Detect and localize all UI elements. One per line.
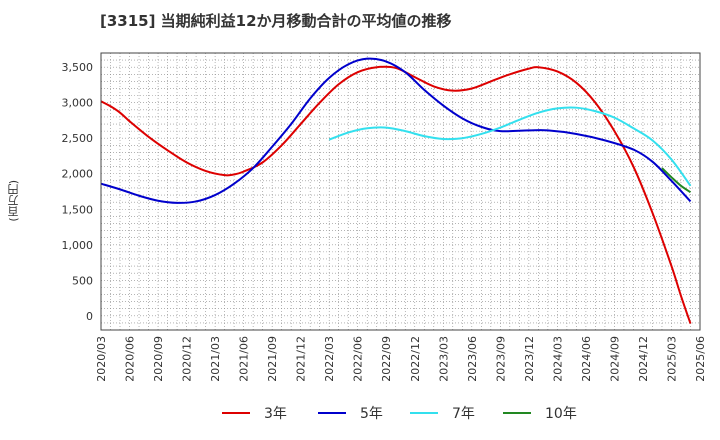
x-tick-label: 2023/12 xyxy=(523,336,536,382)
x-tick-label: 2021/09 xyxy=(266,336,279,382)
x-tick-label: 2020/03 xyxy=(95,336,108,382)
x-tick-labels: 2020/03 2020/06 2020/09 2020/12 2021/03 2021/… xyxy=(95,336,707,382)
plot-frame xyxy=(100,52,701,331)
x-tick-label: 2022/09 xyxy=(380,336,393,382)
series-line-10年 xyxy=(661,167,692,194)
series-group xyxy=(100,57,692,324)
x-tick-label: 2023/03 xyxy=(437,336,450,382)
y-tick-label: 0 xyxy=(86,310,93,323)
grid-lines xyxy=(101,53,700,330)
y-tick-label: 1,000 xyxy=(62,239,94,252)
x-tick-label: 2025/06 xyxy=(694,336,707,382)
y-tick-label: 3,500 xyxy=(62,61,94,74)
x-tick-label: 2025/03 xyxy=(665,336,678,382)
x-tick-label: 2024/09 xyxy=(608,336,621,382)
y-tick-label: 1,500 xyxy=(62,203,94,216)
y-tick-label: 3,000 xyxy=(62,97,94,110)
x-tick-label: 2024/12 xyxy=(637,336,650,382)
series-line-5年 xyxy=(100,57,692,204)
x-tick-label: 2020/12 xyxy=(181,336,194,382)
legend-label: 10年 xyxy=(545,406,577,422)
x-tick-label: 2022/12 xyxy=(409,336,422,382)
x-tick-label: 2021/12 xyxy=(295,336,308,382)
x-tick-label: 2021/06 xyxy=(238,336,251,382)
legend-label: 7年 xyxy=(452,406,475,422)
legend-label: 3年 xyxy=(264,406,287,422)
x-tick-label: 2023/09 xyxy=(494,336,507,382)
x-tick-label: 2024/03 xyxy=(551,336,564,382)
y-tick-label: 2,500 xyxy=(62,132,94,145)
x-tick-label: 2023/06 xyxy=(466,336,479,382)
x-tick-label: 2022/03 xyxy=(323,336,336,382)
x-tick-label: 2022/06 xyxy=(352,336,365,382)
x-tick-label: 2021/03 xyxy=(209,336,222,382)
legend-label: 5年 xyxy=(360,406,383,422)
series-line-7年 xyxy=(328,106,692,187)
y-tick-label: 2,000 xyxy=(62,168,94,181)
x-tick-label: 2020/06 xyxy=(124,336,137,382)
legend: 3年 5年 7年 10年 xyxy=(222,406,577,422)
y-tick-label: 500 xyxy=(72,274,93,287)
y-tick-labels: 0 500 1,000 1,500 2,000 2,500 3,000 3,500 xyxy=(62,61,94,323)
series-line-3年 xyxy=(100,65,692,324)
x-tick-label: 2020/09 xyxy=(152,336,165,382)
x-tick-label: 2024/06 xyxy=(580,336,593,382)
chart-title: [3315] 当期純利益12か月移動合計の平均値の推移 xyxy=(100,12,452,30)
